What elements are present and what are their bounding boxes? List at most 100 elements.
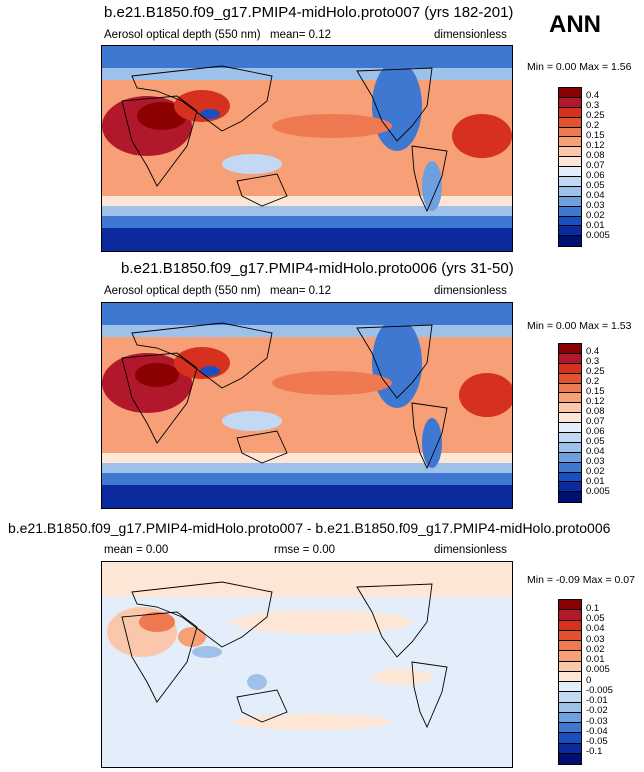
- panel2-mean: mean= 0.12: [270, 285, 332, 297]
- southern-ocean-mid: [102, 216, 512, 228]
- colorbar-label: 0.2: [586, 120, 600, 131]
- australia-outline: [236, 430, 288, 464]
- colorbar-swatch: [559, 472, 581, 483]
- colorbar-label: 0.05: [586, 436, 605, 447]
- maritime-low: [222, 411, 282, 431]
- panel3-mean: mean = 0.00: [104, 544, 169, 556]
- asia-dust: [174, 347, 230, 379]
- arabia-positive: [178, 627, 206, 647]
- panel2-title: b.e21.B1850.f09_g17.PMIP4-midHolo.proto0…: [121, 260, 514, 277]
- colorbar-swatch: [559, 393, 581, 404]
- arctic-band: [102, 303, 512, 325]
- panel1-title: b.e21.B1850.f09_g17.PMIP4-midHolo.proto0…: [104, 4, 514, 21]
- colorbar-swatch: [559, 753, 581, 764]
- colorbar-label: -0.005: [586, 685, 613, 696]
- colorbar-swatch: [559, 353, 581, 364]
- australia-outline: [236, 173, 288, 207]
- arctic-band: [102, 46, 512, 68]
- colorbar-swatch: [559, 157, 581, 168]
- colorbar-swatch: [559, 196, 581, 207]
- asia-dust: [174, 90, 230, 122]
- panel2-map-svg: [102, 303, 512, 508]
- colorbar-swatch: [559, 206, 581, 217]
- eurasia-outline: [131, 322, 273, 389]
- panel1-colorbar: [558, 87, 582, 247]
- colorbar-swatch: [559, 216, 581, 227]
- colorbar-label: -0.01: [586, 695, 608, 706]
- colorbar-swatch: [559, 692, 581, 703]
- colorbar-label: 0.25: [586, 110, 605, 121]
- arctic-edge: [102, 325, 512, 337]
- colorbar-swatch: [559, 492, 581, 503]
- colorbar-label: 0.3: [586, 100, 600, 111]
- colorbar-label: -0.02: [586, 705, 608, 716]
- tibet-low: [200, 109, 220, 119]
- andes-low: [422, 161, 442, 211]
- colorbar-swatch: [559, 733, 581, 744]
- colorbar-label: 0.01: [586, 220, 605, 231]
- eurasia-outline: [131, 581, 273, 648]
- colorbar-swatch: [559, 236, 581, 247]
- colorbar-label: 0.005: [586, 230, 610, 241]
- colorbar-label: -0.1: [586, 746, 603, 757]
- colorbar-label: 0.03: [586, 634, 605, 645]
- colorbar-swatch: [559, 127, 581, 138]
- tropical-positive: [372, 669, 432, 685]
- colorbar-label: 0.005: [586, 664, 610, 675]
- colorbar-label: 0.05: [586, 180, 605, 191]
- panel1-variable: Aerosol optical depth (550 nm): [104, 29, 261, 41]
- southern-ocean-light: [102, 463, 512, 473]
- colorbar-label: 0.4: [586, 90, 600, 101]
- colorbar-label: 0.02: [586, 210, 605, 221]
- colorbar-swatch: [559, 423, 581, 434]
- south-america-outline: [411, 145, 448, 213]
- north-america-low: [372, 61, 422, 151]
- colorbar-label: 0.06: [586, 170, 605, 181]
- south-america-outline: [411, 661, 448, 729]
- atlantic-plume: [452, 114, 512, 158]
- colorbar-swatch: [559, 723, 581, 734]
- colorbar-swatch: [559, 226, 581, 237]
- sahara-strong-positive: [139, 612, 175, 632]
- colorbar-swatch: [559, 651, 581, 662]
- colorbar-swatch: [559, 482, 581, 493]
- colorbar-label: -0.05: [586, 736, 608, 747]
- colorbar-swatch: [559, 712, 581, 723]
- colorbar-swatch: [559, 344, 581, 354]
- colorbar-label: 0.01: [586, 476, 605, 487]
- colorbar-label: 0.04: [586, 190, 605, 201]
- panel1-units: dimensionless: [434, 29, 507, 41]
- colorbar-swatch: [559, 610, 581, 621]
- colorbar-label: 0.03: [586, 200, 605, 211]
- panel2-units: dimensionless: [434, 285, 507, 297]
- colorbar-label: 0.08: [586, 406, 605, 417]
- tibet-low: [200, 366, 220, 376]
- arctic-edge: [102, 68, 512, 80]
- panel3-title: b.e21.B1850.f09_g17.PMIP4-midHolo.proto0…: [8, 520, 611, 536]
- africa-outline: [121, 95, 198, 187]
- colorbar-label: 0.12: [586, 140, 605, 151]
- panel3-colorbar: [558, 599, 582, 765]
- colorbar-label: 0.4: [586, 346, 600, 357]
- africa-outline: [121, 611, 198, 703]
- colorbar-swatch: [559, 600, 581, 611]
- colorbar-label: 0.02: [586, 466, 605, 477]
- north-pacific-band: [272, 114, 392, 138]
- colorbar-label: 0.2: [586, 376, 600, 387]
- southern-ocean-mid: [102, 473, 512, 485]
- antarctic-band: [102, 228, 512, 251]
- north-pacific-band: [272, 371, 392, 395]
- colorbar-label: 0.07: [586, 416, 605, 427]
- colorbar-label: -0.04: [586, 726, 608, 737]
- panel1-map-svg: [102, 46, 512, 251]
- colorbar-label: 0.15: [586, 386, 605, 397]
- season-label: ANN: [549, 11, 601, 38]
- north-america-outline: [356, 67, 433, 142]
- colorbar-swatch: [559, 620, 581, 631]
- colorbar-swatch: [559, 107, 581, 118]
- colorbar-label: 0.05: [586, 613, 605, 624]
- eurasia-outline: [131, 65, 273, 132]
- colorbar-label: -0.03: [586, 716, 608, 727]
- colorbar-label: 0.1: [586, 603, 600, 614]
- north-pale-band: [102, 562, 512, 597]
